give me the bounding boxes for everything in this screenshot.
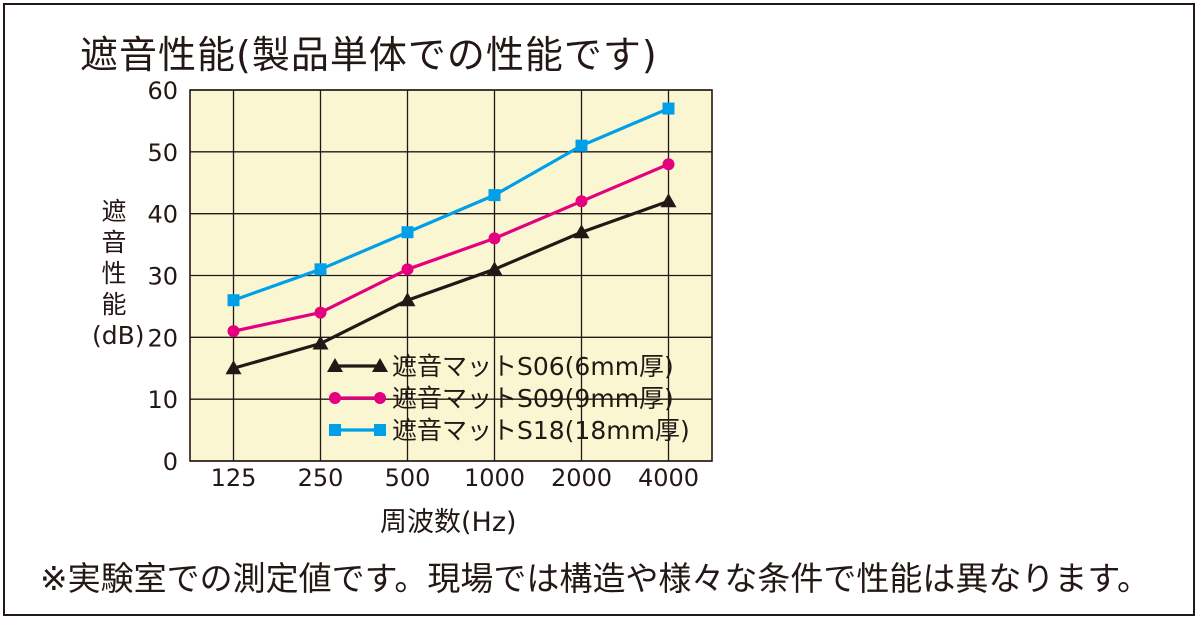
x-tick-label: 4000 (638, 464, 699, 492)
legend-label: 遮音マットS18(18mm厚) (392, 416, 690, 445)
y-tick-label: 0 (163, 448, 178, 476)
series-line (232, 107, 670, 302)
legend-marker (327, 358, 343, 372)
y-axis-label-char: 音 (101, 228, 127, 257)
data-point (488, 189, 501, 202)
y-axis-label: 遮 音 性 能 (dB) (92, 196, 145, 351)
data-point (662, 158, 675, 171)
x-tick-label: 250 (298, 464, 344, 492)
data-point (312, 335, 329, 350)
y-axis-label-char: 遮 (101, 197, 127, 226)
y-tick-label: 40 (147, 201, 178, 229)
data-point (227, 325, 240, 338)
y-tick-label: 50 (147, 139, 178, 167)
data-point (575, 139, 588, 152)
series-line (233, 162, 670, 333)
x-tick-label: 125 (211, 464, 257, 492)
data-point (662, 102, 675, 115)
data-point (314, 306, 327, 319)
data-point (575, 195, 588, 208)
data-point (399, 292, 416, 307)
legend-marker (374, 392, 386, 404)
legend-label: 遮音マットS09(9mm厚) (392, 384, 674, 413)
y-tick-label: 20 (147, 324, 178, 352)
legend-label: 遮音マットS06(6mm厚) (392, 352, 674, 381)
x-tick-label: 1000 (464, 464, 525, 492)
y-tick-label: 10 (147, 386, 178, 414)
x-tick-label: 500 (385, 464, 431, 492)
footnote: ※実験室での測定値です。現場では構造や様々な条件で性能は異なります。 (40, 559, 1151, 598)
legend-marker (329, 392, 341, 404)
data-point (227, 294, 240, 307)
data-point (401, 263, 414, 276)
series-line (233, 199, 670, 370)
legend-marker (374, 424, 386, 436)
plot-border (189, 89, 713, 462)
chart-title: 遮音性能(製品単体での性能です) (80, 33, 658, 77)
data-point (401, 226, 414, 239)
data-point (573, 224, 590, 239)
y-tick-label: 60 (147, 77, 178, 105)
data-point (488, 232, 501, 245)
y-axis-label-char: 性 (101, 259, 127, 288)
legend-marker (372, 358, 388, 372)
x-axis-label: 周波数(Hz) (380, 507, 517, 538)
data-point (314, 263, 327, 276)
x-tick-label: 2000 (551, 464, 612, 492)
y-axis-label-char: 能 (101, 290, 127, 319)
data-point (225, 360, 242, 375)
chart-frame (3, 3, 1195, 616)
y-axis-label-unit: (dB) (92, 321, 145, 350)
legend-marker (329, 424, 341, 436)
y-tick-label: 30 (147, 263, 178, 291)
data-point (486, 261, 503, 276)
data-point (660, 193, 677, 208)
